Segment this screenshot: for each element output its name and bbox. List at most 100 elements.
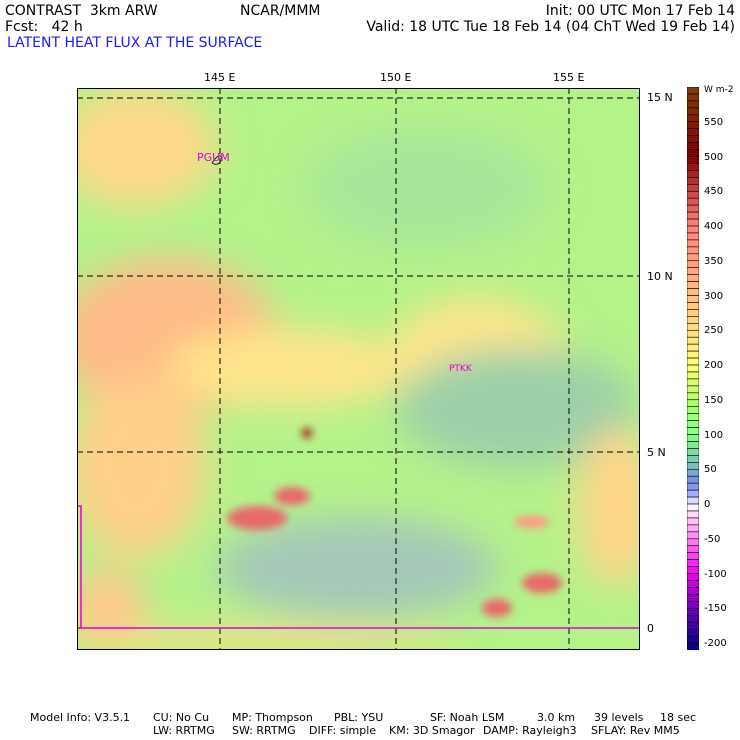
flux-field-shading — [77, 88, 640, 650]
colorbar-bin — [687, 642, 699, 650]
colorbar-bin — [687, 517, 699, 526]
colorbar-bin — [687, 309, 699, 317]
colorbar-bin — [687, 295, 699, 303]
colorbar-bin — [687, 135, 699, 143]
colorbar-tick-label: 0 — [704, 499, 711, 511]
colorbar-bin — [687, 628, 699, 637]
colorbar-bin — [687, 190, 699, 199]
field-title: LATENT HEAT FLUX AT THE SURFACE — [7, 35, 263, 51]
lon-label-145e: 145 E — [204, 71, 236, 84]
colorbar-tick-label: -100 — [704, 568, 727, 580]
colorbar-bin — [687, 496, 699, 505]
map-frame — [77, 88, 640, 650]
colorbar-bin — [687, 406, 699, 414]
init-time: Init: 00 UTC Mon 17 Feb 14 — [545, 3, 735, 19]
colorbar-bin — [687, 350, 699, 359]
lat-label-15n: 15 N — [647, 91, 673, 104]
km-scheme: KM: 3D Smagor — [389, 724, 475, 737]
colorbar-bin — [687, 448, 699, 456]
colorbar-tick-label: 400 — [704, 221, 724, 232]
colorbar-bin — [687, 274, 699, 282]
colorbar — [687, 87, 699, 650]
colorbar-bin — [687, 336, 699, 345]
colorbar-bin — [687, 357, 699, 366]
colorbar-tick-label: 300 — [704, 290, 724, 302]
colorbar-bin — [687, 378, 699, 387]
colorbar-bin — [687, 197, 699, 206]
colorbar-bin — [687, 538, 699, 547]
colorbar-bin — [687, 392, 699, 401]
colorbar-bin — [687, 524, 699, 533]
station-pgum: PGUM — [197, 151, 230, 164]
institution-label: NCAR/MMM — [240, 3, 321, 19]
colorbar-bin — [687, 329, 699, 338]
colorbar-bin — [687, 489, 699, 498]
colorbar-bin — [687, 100, 699, 109]
sflay-scheme: SFLAY: Rev MM5 — [591, 724, 680, 737]
colorbar-tick-label: 250 — [704, 325, 724, 337]
colorbar-tick-label: -150 — [704, 603, 727, 615]
colorbar-bin — [687, 580, 699, 588]
vertical-levels: 39 levels — [594, 711, 644, 724]
colorbar-tick-label: 150 — [704, 394, 724, 406]
sw-scheme: SW: RRTMG — [232, 724, 296, 737]
guam-coastline — [211, 155, 223, 165]
colorbar-bin — [687, 441, 699, 449]
colorbar-bin — [687, 482, 699, 491]
colorbar-bin — [687, 468, 699, 477]
colorbar-bin — [687, 218, 699, 227]
convective-cells — [227, 428, 562, 617]
colorbar-bin — [687, 559, 699, 567]
sf-scheme: SF: Noah LSM — [430, 711, 505, 724]
colorbar-bin — [687, 385, 699, 394]
colorbar-bin — [687, 267, 699, 275]
experiment-label: CONTRAST 3km ARW — [5, 3, 158, 19]
colorbar-bin — [687, 142, 699, 150]
colorbar-bin — [687, 232, 699, 241]
lon-label-150e: 150 E — [380, 71, 412, 84]
colorbar-bin — [687, 288, 699, 296]
colorbar-bin — [687, 434, 699, 442]
model-version: Model Info: V3.5.1 — [30, 711, 131, 724]
colorbar-tick-label: 100 — [704, 429, 724, 441]
colorbar-bin — [687, 316, 699, 324]
damp-scheme: DAMP: Rayleigh3 — [483, 724, 577, 737]
grid-spacing: 3.0 km — [537, 711, 576, 724]
colorbar-bin — [687, 503, 699, 512]
diff-scheme: DIFF: simple — [309, 724, 377, 737]
colorbar-bin — [687, 455, 699, 463]
colorbar-bin — [687, 371, 699, 380]
colorbar-bin — [687, 343, 699, 352]
lat-label-0: 0 — [647, 622, 654, 635]
colorbar-bin — [687, 621, 699, 630]
colorbar-bin — [687, 399, 699, 408]
colorbar-tick-label: 550 — [704, 116, 724, 128]
colorbar-bin — [687, 225, 699, 234]
cu-scheme: CU: No Cu — [153, 711, 210, 724]
colorbar-bin — [687, 163, 699, 171]
colorbar-bin — [687, 475, 699, 484]
valid-time: Valid: 18 UTC Tue 18 Feb 14 (04 ChT Wed … — [366, 19, 735, 35]
colorbar-bin — [687, 156, 699, 164]
colorbar-bin — [687, 204, 699, 213]
colorbar-tick-label: -200 — [704, 638, 727, 650]
timestep: 18 sec — [660, 711, 697, 724]
colorbar-tick-label: 450 — [704, 186, 724, 198]
colorbar-bin — [687, 635, 699, 644]
colorbar-units: W m-2 — [704, 85, 734, 95]
colorbar-bin — [687, 177, 699, 185]
colorbar-bin — [687, 302, 699, 310]
colorbar-tick-label: 200 — [704, 360, 724, 372]
colorbar-bin — [687, 184, 699, 192]
colorbar-bin — [687, 462, 699, 470]
colorbar-bin — [687, 239, 699, 248]
colorbar-bin — [687, 587, 699, 595]
colorbar-bin — [687, 281, 699, 289]
colorbar-tick-label: -50 — [704, 533, 721, 545]
colorbar-bin — [687, 413, 699, 421]
colorbar-bin — [687, 211, 699, 220]
colorbar-bin — [687, 420, 699, 428]
colorbar-bin — [687, 323, 699, 331]
colorbar-bin — [687, 427, 699, 435]
